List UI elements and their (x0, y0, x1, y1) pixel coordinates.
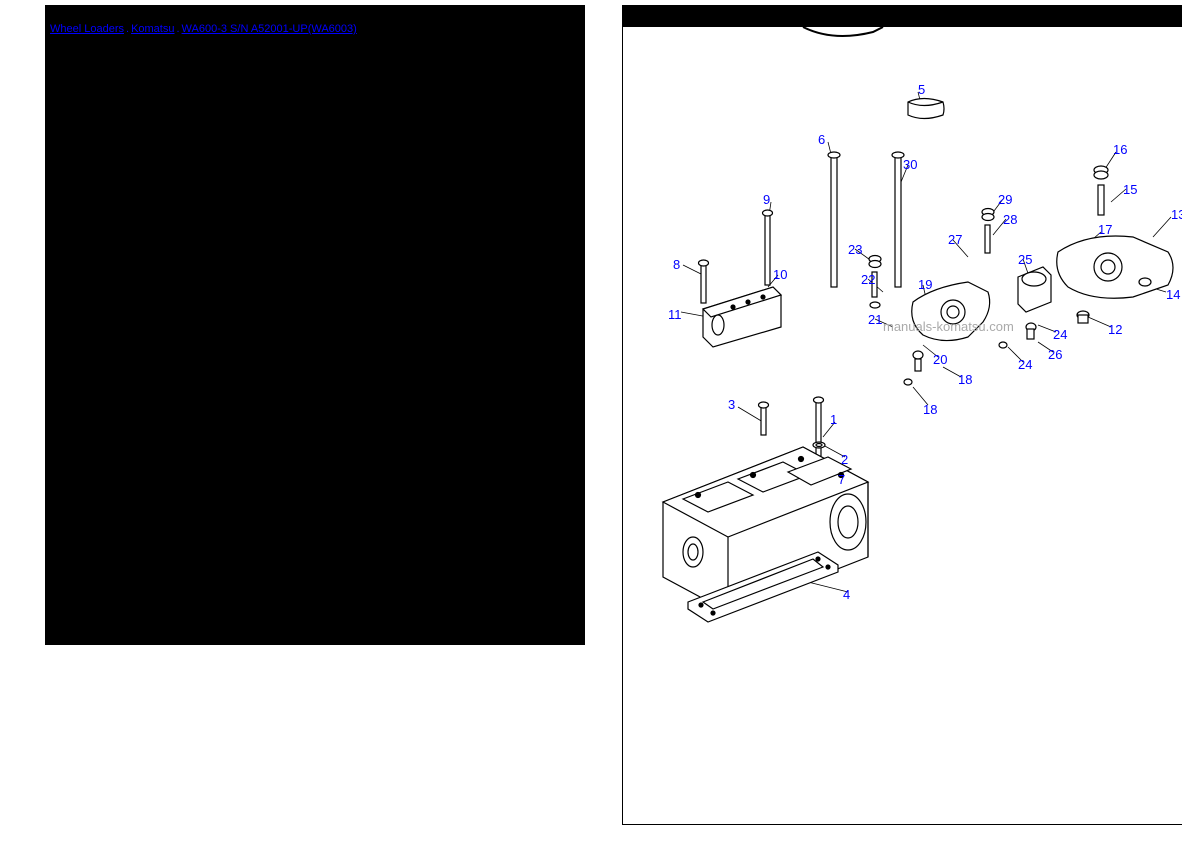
breadcrumb-separator: . (124, 23, 131, 35)
diagram-top-bar (623, 5, 1182, 27)
diagram-panel: manuals-komatsu.com 12345678910111213141… (622, 5, 1182, 825)
diagram-area: manuals-komatsu.com 12345678910111213141… (623, 27, 1182, 825)
breadcrumb-link-model[interactable]: WA600-3 S/N A52001-UP(WA6003) (182, 23, 357, 35)
breadcrumb: Wheel Loaders.Komatsu.WA600-3 S/N A52001… (45, 23, 357, 35)
breadcrumb-link-brand[interactable]: Komatsu (131, 23, 174, 35)
exploded-diagram (623, 27, 1182, 825)
parts-list-panel: Wheel Loaders.Komatsu.WA600-3 S/N A52001… (45, 5, 585, 645)
breadcrumb-link-category[interactable]: Wheel Loaders (50, 23, 124, 35)
breadcrumb-separator: . (174, 23, 181, 35)
